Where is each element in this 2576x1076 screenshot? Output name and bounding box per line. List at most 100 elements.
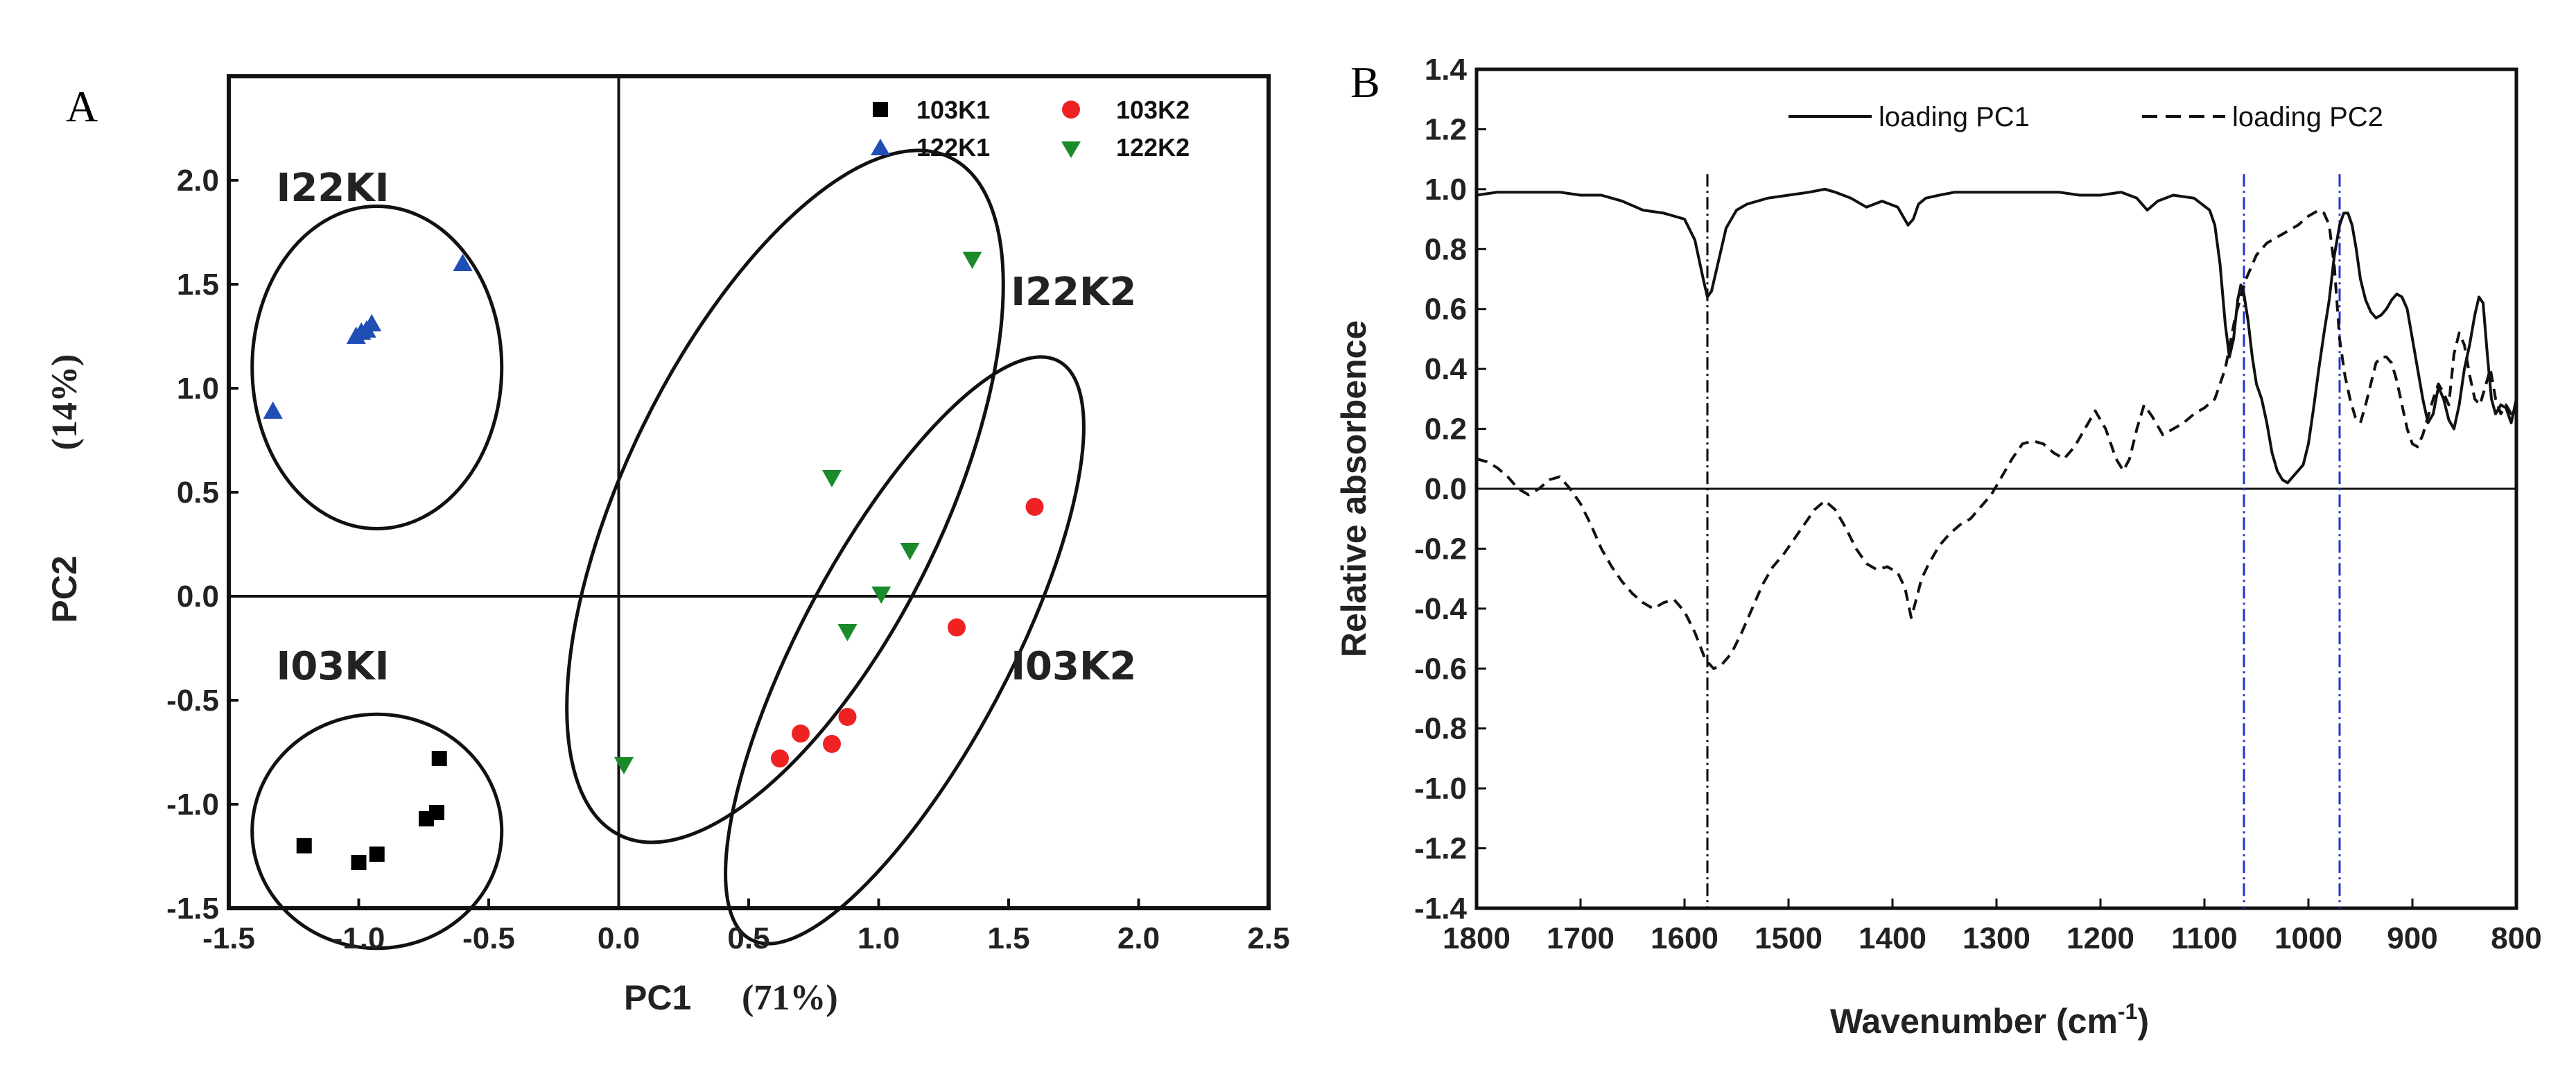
panel-a-x-tick-label: -1.5 xyxy=(202,921,255,955)
point-103K2-0 xyxy=(771,749,789,767)
panel-a-clusters: I22KI I03KI I22K2 I03K2 xyxy=(250,148,1136,951)
panel-a-y-tick-label: 0.0 xyxy=(177,580,219,614)
panel-a-x-tick-label: 0.0 xyxy=(598,921,640,955)
panel-b-y-tick-label: -0.6 xyxy=(1414,652,1467,686)
panel-a-y-tick-label: 1.5 xyxy=(177,268,219,302)
panel-a-y-tick-label: 0.5 xyxy=(177,476,219,510)
cluster-label-1: I03KI xyxy=(277,644,390,689)
panel-a: A I22KI I03KI I22K2 I03K2 -1.5 -1.0 -0.5 0.0 0.… xyxy=(45,74,1290,1018)
panel-a-y-axis-pct: (14%) xyxy=(45,354,85,451)
panel-b-reference-lines xyxy=(1706,174,2341,908)
panel-a-legend: 103K1 103K2 122K1 122K2 xyxy=(871,96,1190,162)
panel-b-x-tick-label: 1800 xyxy=(1443,921,1511,955)
point-103K1-0 xyxy=(296,838,312,853)
point-103K2-4 xyxy=(948,618,966,636)
panel-b-x-tick-label: 1400 xyxy=(1859,921,1926,955)
cluster-ellipse-3 xyxy=(724,355,1086,946)
panel-a-x-tick-label: -0.5 xyxy=(462,921,515,955)
panel-b-y-tick-label: 0.0 xyxy=(1425,472,1467,506)
panel-b-x-tick-label: 800 xyxy=(2491,921,2541,955)
point-122K2-0 xyxy=(614,757,634,774)
panel-a-x-tick-label: 0.5 xyxy=(727,921,769,955)
cluster-label-2: I22K2 xyxy=(1011,270,1136,315)
point-122K1-0 xyxy=(263,401,283,419)
point-122K2-2 xyxy=(837,624,858,641)
point-103K1-1 xyxy=(351,855,367,870)
point-122K1-4 xyxy=(362,314,382,331)
panel-b-x-tick-label: 1500 xyxy=(1755,921,1822,955)
point-122K2-3 xyxy=(871,587,891,604)
point-103K1-5 xyxy=(431,751,447,766)
panel-a-y-tick-label: 2.0 xyxy=(177,164,219,198)
panel-b-x-tick-label: 1100 xyxy=(2171,921,2237,955)
panel-b-letter: B xyxy=(1350,58,1380,107)
panel-a-y-tick-label: 1.0 xyxy=(177,372,219,406)
legend-label-103K1: 103K1 xyxy=(916,96,990,124)
legend-label-103K2: 103K2 xyxy=(1116,96,1190,124)
cluster-label-3: I03K2 xyxy=(1011,644,1136,689)
cluster-ellipse-2 xyxy=(565,148,1005,844)
point-103K2-2 xyxy=(823,735,841,753)
panel-b-x-tick-label: 1200 xyxy=(2066,921,2134,955)
panel-a-x-tick-label: -1.0 xyxy=(333,921,385,955)
panel-b-x-tick-label: 1300 xyxy=(1963,921,2030,955)
panel-b-y-tick-label: -1.0 xyxy=(1414,772,1467,806)
cluster-ellipse-0 xyxy=(250,205,504,530)
panel-a-y-tick-label: -1.5 xyxy=(166,892,219,926)
panel-a-zero-lines xyxy=(229,76,1269,908)
panel-a-y-axis-title: PC2 xyxy=(45,555,84,623)
panel-b-y-tick-label: -0.4 xyxy=(1414,592,1467,626)
point-103K1-4 xyxy=(429,805,444,820)
point-122K1-5 xyxy=(453,254,473,271)
panel-a-y-tick-label: -0.5 xyxy=(166,684,219,718)
point-103K2-1 xyxy=(792,724,810,743)
point-122K2-4 xyxy=(900,543,920,560)
panel-b-y-tick-label: -1.4 xyxy=(1414,892,1467,926)
panel-a-letter: A xyxy=(66,82,98,131)
panel-b-x-axis-title-main: Wavenumber (cm xyxy=(1830,1002,2118,1041)
panel-b-y-tick-label: -0.8 xyxy=(1414,712,1467,746)
panel-b-x-tick-label: 1700 xyxy=(1547,921,1615,955)
panel-b-y-tick-label: 0.8 xyxy=(1425,232,1467,266)
legend-label-122K1: 122K1 xyxy=(916,133,990,162)
panel-a-y-tick-label: -1.0 xyxy=(166,788,219,822)
point-103K2-5 xyxy=(1025,498,1044,516)
panel-b-x-axis-title-tail: ) xyxy=(2137,1002,2149,1041)
panel-b-y-tick-label: 1.2 xyxy=(1425,112,1467,146)
point-103K2-3 xyxy=(838,708,857,726)
legend-label-122K2: 122K2 xyxy=(1116,133,1190,162)
point-122K2-1 xyxy=(822,470,842,487)
panel-a-x-tick-label: 2.0 xyxy=(1117,921,1160,955)
legend-label-loading-pc1: loading PC1 xyxy=(1879,102,2030,132)
legend-label-loading-pc2: loading PC2 xyxy=(2232,102,2383,132)
panel-a-x-ticks: -1.5 -1.0 -0.5 0.0 0.5 1.0 1.5 2.0 2.5 xyxy=(202,899,1290,955)
panel-b-x-tick-label: 1600 xyxy=(1651,921,1718,955)
panel-b-y-tick-label: 1.4 xyxy=(1425,53,1468,87)
panel-a-x-axis-pct: (71%) xyxy=(742,978,838,1018)
panel-b-x-axis-title: Wavenumber (cm-1) xyxy=(1830,999,2149,1041)
panel-b-x-tick-label: 1000 xyxy=(2274,921,2342,955)
series-line-loading-pc2 xyxy=(1476,209,2518,670)
panel-b-y-tick-label: -1.2 xyxy=(1414,832,1467,866)
panel-a-x-tick-label: 2.5 xyxy=(1247,921,1289,955)
panel-a-x-tick-label: 1.0 xyxy=(858,921,900,955)
cluster-ellipse-1 xyxy=(250,712,504,951)
point-122K2-5 xyxy=(962,252,982,269)
legend-marker-122K1 xyxy=(871,139,890,155)
panel-a-x-tick-label: 1.5 xyxy=(987,921,1029,955)
panel-b-y-tick-label: -0.2 xyxy=(1414,532,1467,566)
panel-b-y-tick-label: 0.6 xyxy=(1425,293,1467,327)
panel-b-y-tick-label: 0.4 xyxy=(1425,352,1468,386)
series-line-loading-pc1 xyxy=(1476,187,2518,485)
point-103K1-2 xyxy=(369,847,385,862)
panel-b-x-axis-title-sup: -1 xyxy=(2118,999,2137,1024)
cluster-label-0: I22KI xyxy=(277,166,390,211)
legend-marker-122K2 xyxy=(1061,141,1081,158)
panel-a-points xyxy=(263,252,1044,870)
legend-marker-103K1 xyxy=(873,102,888,117)
panel-b-lines xyxy=(1476,187,2518,670)
panel-b-y-ticks: 1.4 1.2 1.0 0.8 0.6 0.4 0.2 0.0 -0.2 -0.4 -0.6 -0.8… xyxy=(1414,53,1486,926)
panel-b-y-axis-title: Relative absorbence xyxy=(1334,320,1373,657)
panel-b-y-tick-label: 1.0 xyxy=(1425,173,1467,207)
